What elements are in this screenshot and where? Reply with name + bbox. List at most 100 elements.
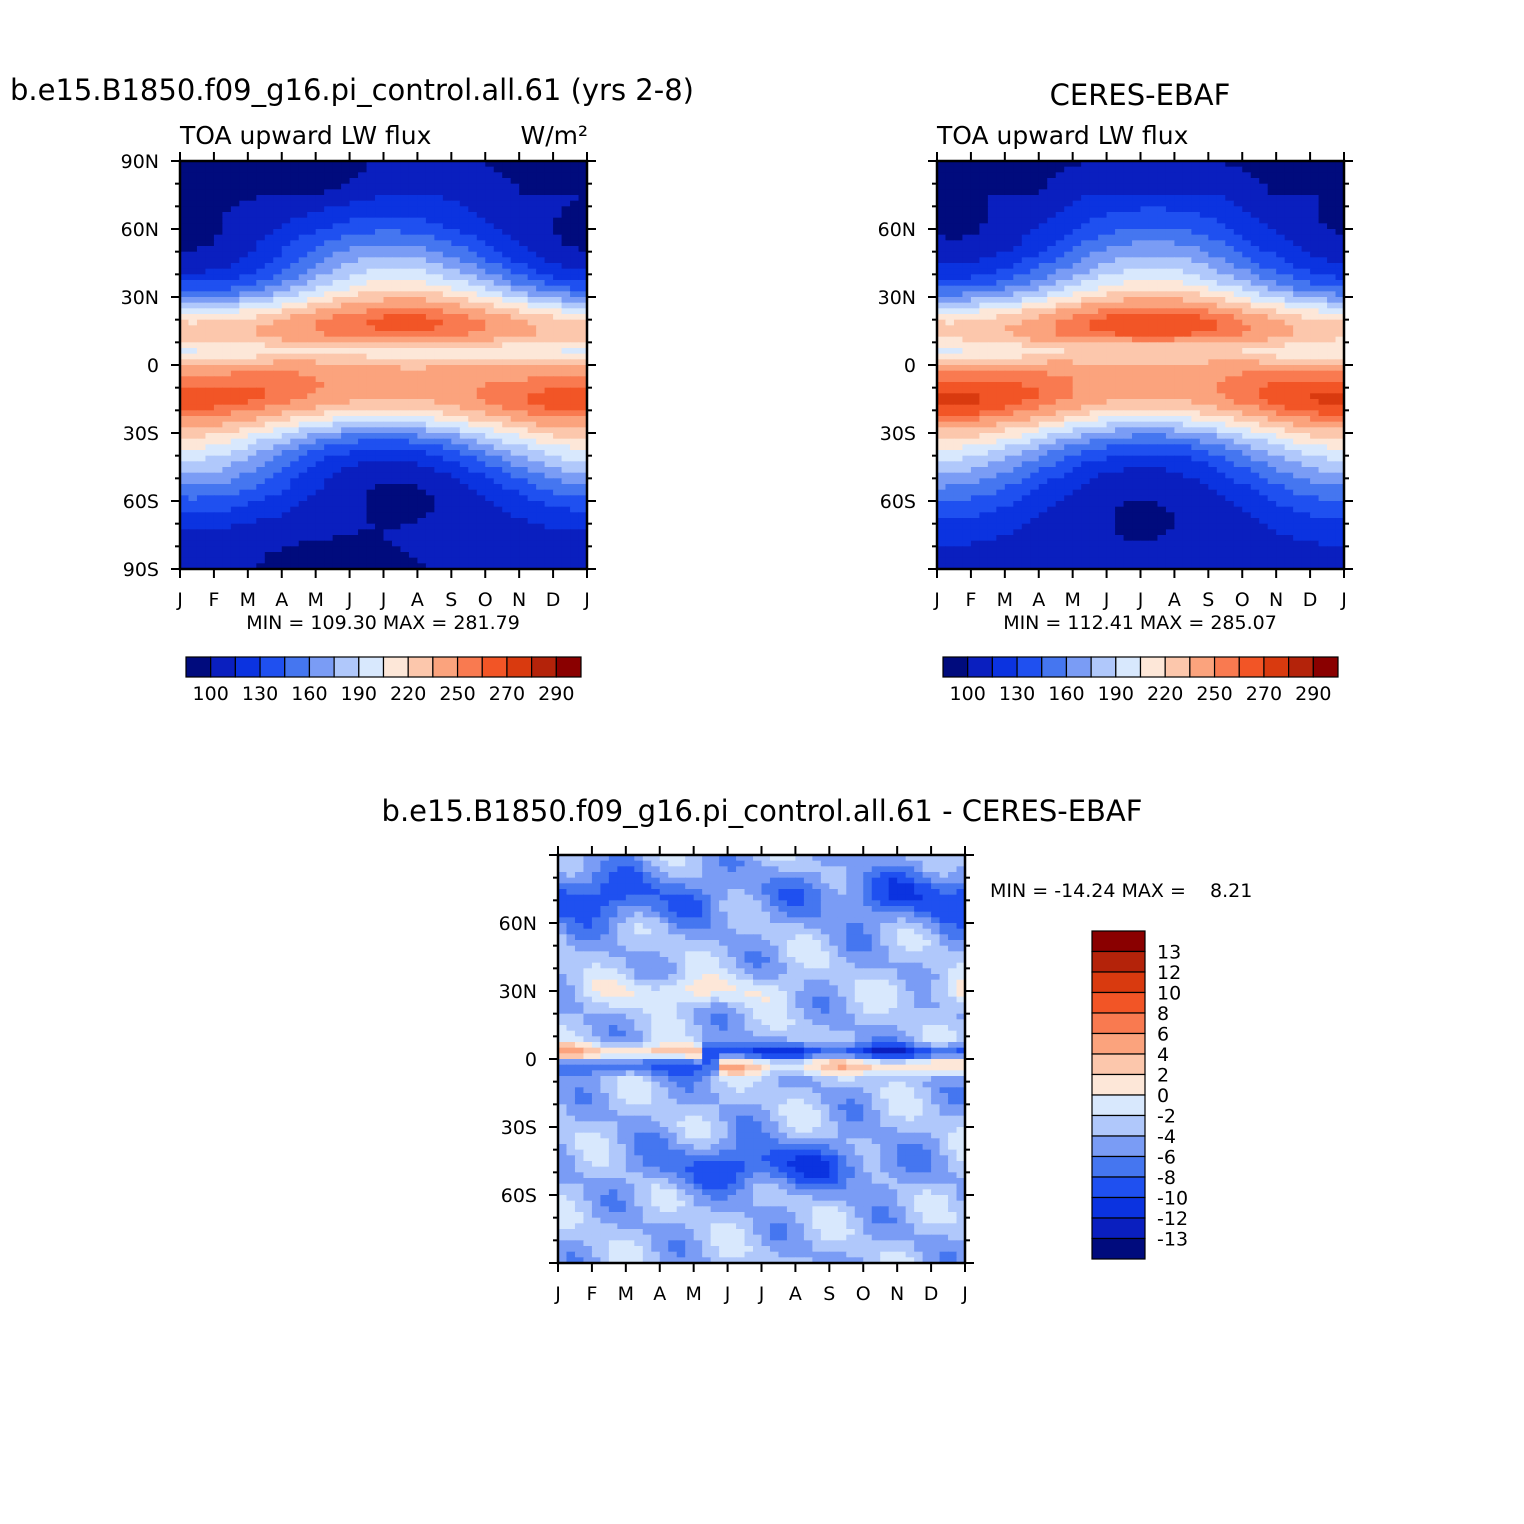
obs-cell [953, 308, 964, 315]
model-cell [281, 365, 291, 372]
model-cell [324, 274, 334, 281]
model-cell [425, 342, 435, 349]
obs-cell [1310, 246, 1320, 253]
model-cell [196, 268, 207, 275]
model-xtick-label: J [176, 589, 183, 611]
model-cell [256, 512, 266, 519]
obs-cell [1038, 285, 1048, 292]
obs-cell [1318, 212, 1328, 219]
model-cell [442, 523, 452, 530]
model-cell [468, 444, 478, 451]
model-cell [290, 472, 300, 479]
model-cell [366, 540, 376, 547]
model-cell [256, 382, 266, 389]
obs-cell [1140, 314, 1150, 321]
model-cell [366, 557, 376, 564]
model-cell [358, 353, 368, 360]
model-cell [324, 529, 334, 536]
model-cell [196, 161, 207, 168]
model-cell [510, 563, 520, 570]
model-cell [425, 331, 435, 338]
model-cell [256, 399, 266, 406]
obs-cell [1318, 229, 1328, 236]
model-cell [476, 433, 486, 440]
obs-cell [1004, 274, 1014, 281]
model-cell [281, 535, 291, 542]
obs-cell [1259, 234, 1269, 241]
model-cell [358, 472, 368, 479]
obs-cell [1106, 161, 1116, 168]
model-cell [400, 212, 410, 219]
model-cell [213, 200, 223, 207]
obs-cell [1013, 195, 1023, 202]
model-cell [375, 450, 385, 457]
model-cell [391, 172, 402, 179]
model-cell [468, 557, 478, 564]
obs-cell [970, 302, 980, 309]
model-cell [307, 325, 317, 332]
obs-cell [970, 280, 980, 287]
model-cell [230, 234, 240, 241]
model-cell [434, 421, 444, 428]
obs-cell [987, 189, 997, 196]
model-cell [290, 342, 300, 349]
model-cell [561, 563, 571, 570]
model-cell [341, 166, 351, 173]
model-cell [324, 518, 334, 525]
model-cell [408, 223, 419, 230]
model-cell [400, 251, 410, 258]
model-cell [366, 370, 376, 377]
obs-cell [1250, 314, 1260, 321]
model-cell [425, 489, 435, 496]
model-cell [341, 297, 351, 304]
model-cell [298, 506, 308, 513]
obs-cell [1327, 161, 1337, 168]
model-cell [247, 291, 257, 298]
model-cell [391, 353, 402, 360]
obs-cell [1293, 217, 1303, 224]
model-cell [459, 342, 469, 349]
model-cell [264, 348, 274, 355]
model-cell [180, 353, 190, 360]
model-cell [485, 178, 495, 185]
model-ytick-label: 90S [123, 559, 159, 581]
model-cell [468, 523, 478, 530]
obs-cell [987, 234, 997, 241]
model-cell [383, 246, 393, 253]
model-cell [451, 557, 461, 564]
model-cell [425, 523, 435, 530]
model-cell [561, 240, 571, 247]
model-cell [256, 404, 266, 411]
model-cell [400, 376, 410, 383]
model-cell [375, 535, 385, 542]
model-cell [196, 251, 207, 258]
model-cell [459, 234, 469, 241]
model-cell [570, 410, 580, 417]
model-cell [366, 450, 376, 457]
model-cell [298, 518, 308, 525]
obs-cell [1318, 195, 1328, 202]
model-cell [180, 217, 190, 224]
obs-cell [1047, 189, 1057, 196]
model-cell [188, 421, 198, 428]
model-cell [519, 291, 529, 298]
model-cell [273, 529, 283, 536]
obs-cell [1030, 297, 1040, 304]
obs-cell [1191, 183, 1201, 190]
model-cell [247, 410, 257, 417]
model-cell [188, 410, 198, 417]
obs-cell [962, 291, 972, 298]
model-cell [408, 489, 419, 496]
obs-cell [1157, 172, 1167, 179]
model-cell [256, 285, 266, 292]
model-cell [502, 302, 512, 309]
model-cell [366, 523, 376, 530]
model-cell [281, 319, 291, 326]
model-cell [510, 166, 520, 173]
model-cell [570, 183, 580, 190]
model-cell [213, 308, 223, 315]
model-cell [349, 557, 359, 564]
obs-cell [1301, 274, 1311, 281]
model-cell [570, 461, 580, 468]
model-cell [561, 285, 571, 292]
